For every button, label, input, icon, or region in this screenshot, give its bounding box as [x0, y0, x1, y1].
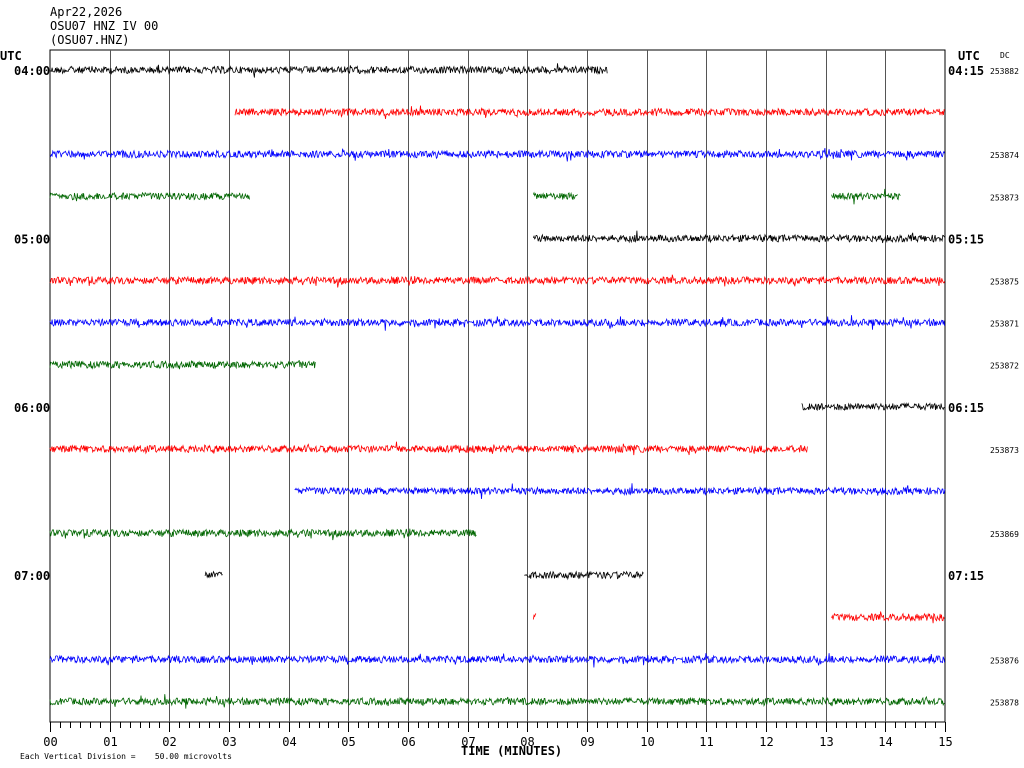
right-time-label: 06:15	[948, 401, 984, 415]
left-time-label: 04:00	[14, 64, 50, 78]
seismic-trace	[831, 188, 901, 205]
x-tick-label: 13	[819, 735, 833, 749]
dc-value-label: 253872	[990, 362, 1019, 371]
dc-value-label: 253882	[990, 67, 1019, 76]
date-label: Apr22,2026	[50, 5, 123, 19]
seismic-trace	[49, 191, 250, 202]
right-time-label: 04:15	[948, 64, 984, 78]
seismic-trace	[294, 483, 946, 500]
seismic-trace	[532, 613, 537, 620]
x-tick-label: 05	[341, 735, 355, 749]
dc-value-label: 253873	[990, 446, 1019, 455]
seismic-trace	[49, 315, 945, 331]
right-time-label: 07:15	[948, 569, 984, 583]
dc-header-label: DC	[1000, 51, 1010, 60]
x-tick-label: 07	[461, 735, 475, 749]
seismic-trace	[49, 653, 945, 668]
x-tick-label: 11	[699, 735, 713, 749]
right-time-label: 05:15	[948, 232, 984, 246]
utc-right-label: UTC	[958, 49, 980, 63]
dc-value-label: 253874	[990, 151, 1019, 160]
x-tick-label: 01	[103, 735, 117, 749]
x-tick-label: 09	[580, 735, 594, 749]
dc-value-label: 253871	[990, 320, 1019, 329]
utc-left-label: UTC	[0, 49, 22, 63]
dc-value-label: 253876	[990, 656, 1019, 665]
left-time-label: 07:00	[14, 569, 50, 583]
x-tick-label: 10	[640, 735, 654, 749]
x-tick-label: 03	[222, 735, 236, 749]
dc-value-label: 253875	[990, 278, 1019, 287]
x-tick-label: 02	[162, 735, 176, 749]
seismic-trace	[234, 105, 946, 119]
x-tick-label: 15	[938, 735, 952, 749]
seismic-trace	[49, 274, 945, 288]
seismic-trace	[831, 611, 945, 624]
scale-note: Each Vertical Division = 50.00 microvolt…	[20, 752, 232, 761]
x-axis-title: TIME (MINUTES)	[461, 744, 563, 758]
x-tick-label: 14	[878, 735, 892, 749]
seismic-trace	[49, 359, 316, 370]
x-tick-label: 00	[43, 735, 57, 749]
x-tick-label: 04	[282, 735, 296, 749]
dc-value-label: 253873	[990, 193, 1019, 202]
station-code-label: (OSU07.HNZ)	[50, 33, 130, 47]
seismic-trace	[49, 147, 945, 162]
dc-value-label: 253878	[990, 699, 1019, 708]
seismic-trace	[801, 402, 945, 412]
seismic-trace	[49, 694, 945, 709]
x-tick-label: 12	[759, 735, 773, 749]
seismic-trace	[524, 570, 644, 581]
seismic-trace	[532, 191, 578, 200]
left-time-label: 05:00	[14, 232, 50, 246]
seismic-trace	[204, 570, 223, 579]
x-tick-label: 08	[520, 735, 534, 749]
left-time-label: 06:00	[14, 401, 50, 415]
seismic-trace	[532, 230, 946, 244]
plot-frame	[49, 49, 946, 723]
seismic-trace	[49, 528, 477, 541]
dc-value-label: 253869	[990, 530, 1019, 539]
seismic-trace	[49, 441, 808, 456]
seismic-trace	[49, 63, 608, 78]
station-label: OSU07 HNZ IV 00	[50, 19, 159, 33]
x-tick-label: 06	[401, 735, 415, 749]
